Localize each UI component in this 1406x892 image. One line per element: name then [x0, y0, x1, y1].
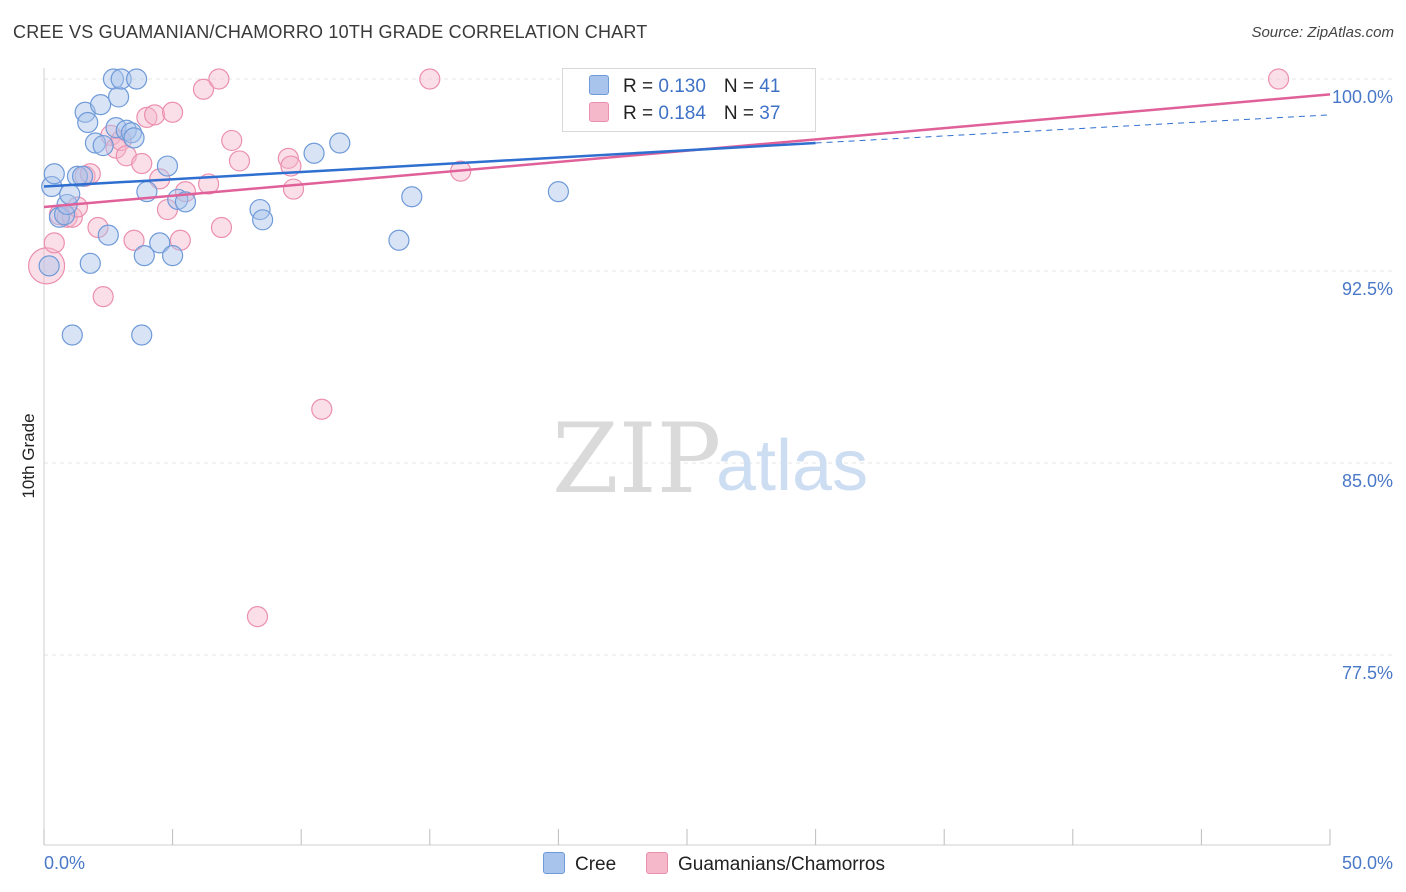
cree-point: [66, 165, 89, 187]
watermark: ZIP atlas: [552, 403, 868, 515]
cree-point: [107, 86, 130, 108]
legend-swatch-guamanian: [589, 102, 609, 122]
guamanian-point: [192, 78, 215, 100]
cree-point: [162, 245, 184, 267]
cree-point: [174, 191, 197, 213]
guamanian-point: [198, 173, 220, 195]
cree-point: [110, 68, 132, 90]
guamanian-point: [162, 101, 184, 123]
y-tick-labels: 100.0% 92.5% 85.0% 77.5%: [1332, 87, 1393, 683]
y-tick-label: 85.0%: [1342, 471, 1393, 491]
guamanian-point: [277, 147, 299, 169]
cree-point: [125, 68, 148, 90]
legend-swatch-cree: [589, 75, 609, 95]
x-tick-label-end: 50.0%: [1342, 853, 1393, 873]
watermark-atlas: atlas: [716, 426, 868, 506]
x-tick-label-start: 0.0%: [44, 853, 85, 873]
guamanian-point: [136, 106, 158, 129]
trend-lines: [43, 93, 1331, 209]
guamanian-point: [131, 152, 153, 175]
cree-point: [329, 132, 351, 154]
legend-r-value: 0.130: [658, 76, 706, 97]
bottom-legend-guamanian[interactable]: Guamanians/Chamorros: [646, 852, 885, 876]
cree-point: [97, 224, 119, 246]
legend-n-label: N =: [723, 103, 760, 124]
cree-point: [43, 163, 65, 185]
legend-r-label: R =: [623, 103, 659, 124]
guamanian-point: [311, 398, 333, 420]
legend-r-label: R =: [623, 76, 659, 97]
cree-point: [92, 134, 114, 157]
guamanian-point: [115, 145, 137, 167]
guamanian-point: [210, 216, 233, 239]
cree-point: [388, 229, 410, 251]
y-axis-title: 10th Grade: [19, 413, 38, 498]
cree-point: [123, 127, 145, 149]
guamanian-point: [143, 104, 166, 126]
legend-row-cree: R = 0.130 N = 41: [589, 75, 780, 99]
guamanian-point: [208, 68, 230, 90]
cree-point: [61, 324, 83, 346]
legend-row-guamanian: R = 0.184 N = 37: [589, 102, 780, 126]
guamanian-point: [92, 286, 114, 308]
legend-n-value: 41: [759, 76, 781, 97]
source-label: Source: ZipAtlas.com: [1251, 24, 1394, 41]
guamanian-point: [228, 150, 251, 172]
legend-r-value: 0.184: [658, 103, 706, 124]
cree-point: [89, 93, 112, 116]
guamanian-point: [43, 232, 65, 254]
cree-point: [149, 232, 171, 254]
y-tick-label: 92.5%: [1342, 279, 1393, 299]
bottom-legend-cree[interactable]: Cree: [543, 852, 616, 876]
y-tick-label: 100.0%: [1332, 87, 1393, 107]
guamanian-point: [169, 229, 191, 251]
y-tick-label: 77.5%: [1342, 663, 1393, 683]
cree-point: [38, 255, 60, 277]
x-ticks: [43, 829, 1331, 845]
cree-trend-line: [43, 141, 816, 188]
guamanian-point: [66, 196, 89, 218]
cree-point: [252, 209, 274, 231]
cree-point: [401, 186, 423, 208]
watermark-zip: ZIP: [552, 403, 721, 515]
guamanian-point: [280, 155, 302, 177]
x-tick-labels: 0.0% 50.0%: [44, 853, 1393, 873]
legend-n-value: 37: [759, 103, 781, 124]
guamanian-point: [419, 68, 441, 90]
cree-point: [79, 252, 101, 274]
bottom-legend-swatch-cree: [543, 852, 565, 874]
guamanian-point: [123, 229, 145, 251]
cree-trend-extension: [815, 114, 1331, 144]
cree-point: [547, 181, 570, 203]
cree-point: [303, 142, 325, 164]
guamanian-point: [246, 605, 269, 628]
guamanian-point: [27, 247, 66, 285]
bottom-legend-label-guamanian: Guamanians/Chamorros: [678, 854, 885, 875]
cree-point: [59, 183, 81, 205]
guamanian-point: [61, 206, 83, 228]
guamanian-point: [221, 129, 243, 152]
cree-point: [131, 324, 153, 346]
correlation-legend: R = 0.130 N = 41 R = 0.184 N = 37: [562, 68, 816, 132]
guamanian-point: [282, 178, 305, 200]
chart-title: CREE VS GUAMANIAN/CHAMORRO 10TH GRADE CO…: [13, 22, 648, 42]
cree-point: [71, 165, 94, 187]
cree-point: [156, 155, 179, 177]
bottom-legend-swatch-guamanian: [646, 852, 668, 874]
cree-point: [133, 245, 155, 267]
legend-n-label: N =: [723, 76, 760, 97]
guamanian-point: [1267, 68, 1290, 90]
cree-point: [84, 132, 107, 154]
cree-point: [77, 111, 99, 134]
bottom-legend-label-cree: Cree: [575, 854, 617, 875]
